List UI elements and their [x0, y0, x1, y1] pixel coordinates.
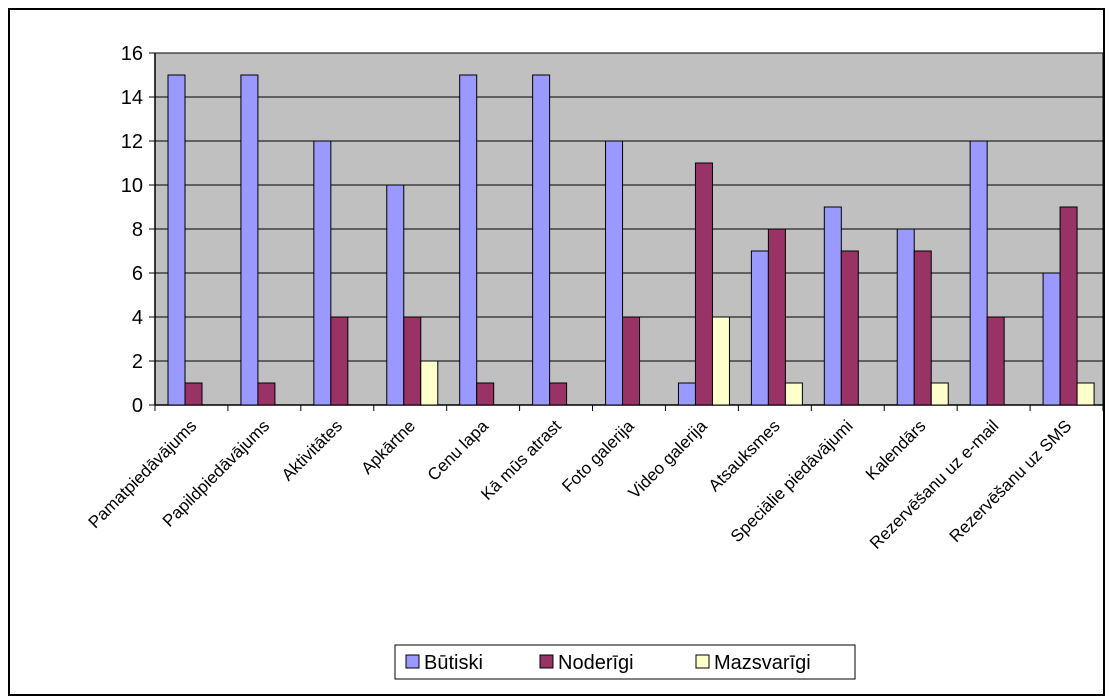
bar [969, 140, 988, 406]
x-tick-label: Video galerija [625, 416, 711, 502]
bar [622, 316, 641, 406]
y-tick-label: 4 [132, 307, 143, 329]
bar [677, 382, 696, 406]
bar [476, 382, 495, 406]
legend-label: Būtiski [424, 652, 483, 674]
bar [403, 316, 422, 406]
bar [784, 382, 803, 406]
bar [930, 382, 949, 406]
y-tick-label: 0 [132, 395, 143, 417]
y-tick-label: 10 [121, 175, 143, 197]
y-tick-label: 2 [132, 351, 143, 373]
y-tick-label: 8 [132, 219, 143, 241]
bar [459, 74, 478, 406]
legend-label: Mazsvarīgi [714, 652, 811, 674]
x-tick-label: Foto galerija [558, 416, 638, 496]
bar [1042, 272, 1061, 406]
bar [823, 206, 842, 406]
y-tick-label: 14 [121, 87, 143, 109]
legend-swatch [539, 654, 554, 669]
bar [605, 140, 624, 406]
y-tick-label: 12 [121, 131, 143, 153]
x-tick-label: Speciālie piedāvājumi [727, 416, 857, 546]
bar [240, 74, 259, 406]
bar [913, 250, 932, 406]
x-tick-label: Rezervēšanu uz SMS [946, 416, 1076, 546]
bar [840, 250, 859, 406]
x-tick-label: Kalendārs [862, 416, 930, 484]
bar [184, 382, 203, 406]
bar [313, 140, 332, 406]
legend-label: Noderīgi [558, 652, 634, 674]
bar [694, 162, 713, 406]
bar [767, 228, 786, 406]
legend-swatch [695, 654, 710, 669]
x-tick-label: Apkārtne [358, 416, 420, 478]
bar [420, 360, 439, 406]
bar [1059, 206, 1078, 406]
bar [386, 184, 405, 406]
bar [330, 316, 349, 406]
legend-swatch [405, 654, 420, 669]
x-tick-label: Atsauksmes [705, 416, 784, 495]
bar [167, 74, 186, 406]
legend [394, 644, 856, 680]
bar [1076, 382, 1095, 406]
bar [711, 316, 730, 406]
y-tick-label: 6 [132, 263, 143, 285]
bar [986, 316, 1005, 406]
bar [532, 74, 551, 406]
x-tick-label: Aktivitātes [278, 416, 346, 484]
x-tick-label: Cenu lapa [424, 416, 493, 485]
bar [257, 382, 276, 406]
bar [896, 228, 915, 406]
y-tick-label: 16 [121, 43, 143, 65]
x-tick-label: Rezervēšanu uz e-mail [866, 416, 1002, 552]
bar [549, 382, 568, 406]
bar [750, 250, 769, 406]
